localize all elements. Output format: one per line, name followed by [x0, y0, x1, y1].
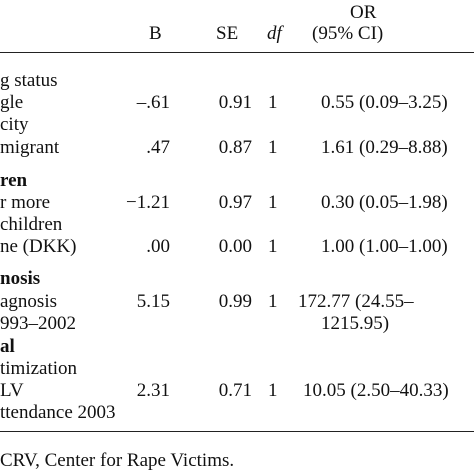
row-label-revict-b: timization: [0, 358, 78, 379]
cell-se-four-or-more: 0.97: [218, 192, 252, 213]
header-or-ci: (95% CI): [312, 23, 384, 44]
cell-b-single: –.61: [136, 92, 170, 113]
row-label-diagnosis-sub: agnosis: [0, 291, 57, 312]
cell-b-immigrant: .47: [146, 137, 170, 158]
header-or: OR: [350, 2, 377, 23]
cell-or-diagnosis: 172.77 (24.55–: [298, 291, 414, 312]
row-label-marital-status: g status: [0, 70, 58, 91]
cell-df-income: 1: [268, 236, 278, 257]
row-label-children-line: children: [0, 214, 63, 235]
row-label-income: ne (DKK): [0, 236, 77, 257]
row-label-four-or-more: r more: [0, 192, 51, 213]
cell-or-income: 1.00 (1.00–1.00): [321, 236, 448, 257]
row-label-crv: LV: [0, 380, 24, 401]
cell-or-diagnosis-cont: 1215.95): [321, 313, 390, 334]
row-label-immigrant: migrant: [0, 137, 60, 158]
cell-se-immigrant: 0.87: [218, 137, 252, 158]
bottom-rule: [0, 431, 474, 432]
cell-df-single: 1: [268, 92, 278, 113]
table-footnote: CRV, Center for Rape Victims.: [0, 450, 235, 471]
cell-or-attendance: 10.05 (2.50–40.33): [303, 380, 449, 401]
row-label-single: gle: [0, 92, 24, 113]
header-b: B: [149, 23, 162, 44]
cell-or-immigrant: 1.61 (0.29–8.88): [321, 137, 448, 158]
cell-b-four-or-more: −1.21: [126, 192, 170, 213]
cell-b-diagnosis: 5.15: [136, 291, 170, 312]
cell-b-attendance: 2.31: [136, 380, 170, 401]
row-label-ethnicity: city: [0, 114, 29, 135]
cell-b-income: .00: [146, 236, 170, 257]
cell-se-single: 0.91: [218, 92, 252, 113]
cell-df-diagnosis: 1: [268, 291, 278, 312]
cell-se-diagnosis: 0.99: [218, 291, 252, 312]
header-df: df: [267, 23, 282, 44]
row-label-revict-a: al: [0, 336, 15, 357]
cell-or-four-or-more: 0.30 (0.05–1.98): [321, 192, 448, 213]
cell-se-income: 0.00: [218, 236, 252, 257]
row-label-period: 993–2002: [0, 313, 76, 334]
cell-se-attendance: 0.71: [218, 380, 252, 401]
row-label-attendance: ttendance 2003: [0, 402, 116, 423]
row-label-children: ren: [0, 170, 28, 191]
cell-df-four-or-more: 1: [268, 192, 278, 213]
header-se: SE: [216, 23, 239, 44]
cell-or-single: 0.55 (0.09–3.25): [321, 92, 448, 113]
row-label-diagnosis: nosis: [0, 268, 41, 289]
header-rule: [0, 52, 474, 53]
cell-df-immigrant: 1: [268, 137, 278, 158]
cell-df-attendance: 1: [268, 380, 278, 401]
